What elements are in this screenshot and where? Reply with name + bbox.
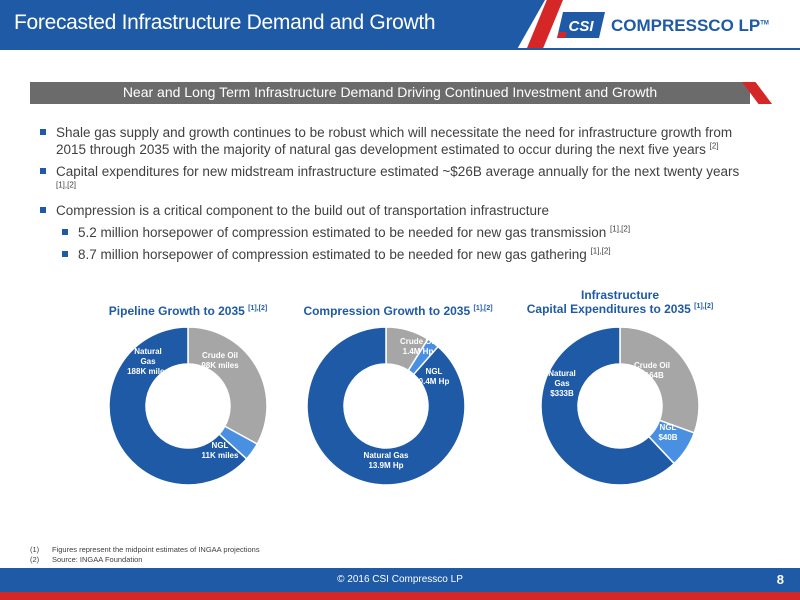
slice-label-natural-gas: Natural Gas 188K miles bbox=[127, 347, 169, 376]
bullet-item: Capital expenditures for new midstream i… bbox=[38, 163, 748, 197]
csi-logo-icon: CSI bbox=[557, 12, 605, 38]
chart-title-ref: [1],[2] bbox=[473, 305, 493, 312]
bullet-ref: [2] bbox=[709, 141, 719, 151]
slice-label-ngl: NGL 11K miles bbox=[202, 441, 239, 460]
slice-label-crude-oil: Crude Oil 98K miles bbox=[201, 351, 239, 370]
slice-label-crude-oil: Crude Oil $164B bbox=[634, 361, 670, 380]
capex-donut-chart: Crude Oil $164B NGL $40B Natural Gas $333B bbox=[540, 326, 700, 486]
footer-bar bbox=[0, 568, 800, 592]
bullet-text: Compression is a critical component to t… bbox=[56, 203, 549, 218]
bullet-ref: [1],[2] bbox=[56, 180, 77, 190]
bullet-ref: [1],[2] bbox=[590, 246, 611, 256]
slice-label-natural-gas: Natural Gas 13.9M Hp bbox=[364, 451, 409, 470]
bullet-text: 8.7 million horsepower of compression es… bbox=[78, 247, 587, 262]
footnotes: (1) Figures represent the midpoint estima… bbox=[30, 545, 260, 565]
header: Forecasted Infrastructure Demand and Gro… bbox=[0, 0, 800, 48]
chart-title-capex: Infrastructure Capital Expenditures to 2… bbox=[510, 288, 730, 316]
compression-donut-chart: Crude Oil 1.4M Hp NGL 0.4M Hp Natural Gas 13.… bbox=[306, 326, 466, 486]
chart-title-ref: [1],[2] bbox=[248, 305, 268, 312]
donut-slice-natural-gas bbox=[108, 326, 248, 486]
subtitle: Near and Long Term Infrastructure Demand… bbox=[122, 84, 658, 100]
bullet-list: Shale gas supply and growth continues to… bbox=[38, 124, 748, 268]
chart-title-text: Compression Growth to 2035 bbox=[303, 304, 471, 318]
chart-title-line2: Capital Expenditures to 2035 bbox=[526, 302, 691, 316]
footer-accent bbox=[0, 592, 800, 600]
bullet-item: Compression is a critical component to t… bbox=[38, 202, 748, 219]
footnote-text: Source: INGAA Foundation bbox=[52, 555, 143, 564]
header-rule bbox=[0, 48, 800, 50]
chart-title-pipeline: Pipeline Growth to 2035 [1],[2] bbox=[88, 304, 288, 318]
pipeline-donut-chart: Crude Oil 98K miles NGL 11K miles Natural Gas… bbox=[108, 326, 268, 486]
copyright: © 2016 CSI Compressco LP bbox=[337, 574, 463, 585]
logo-text: COMPRESSCO LPTM bbox=[611, 16, 769, 36]
slice-label-crude-oil: Crude Oil 1.4M Hp bbox=[400, 337, 436, 356]
donut-slice-crude-oil bbox=[619, 326, 700, 434]
logo-name: COMPRESSCO LP bbox=[611, 16, 761, 35]
footnote-num: (2) bbox=[30, 555, 40, 564]
slice-label-natural-gas: Natural Gas $333B bbox=[548, 369, 576, 398]
company-logo: CSI COMPRESSCO LPTM bbox=[555, 10, 795, 42]
chart-title-line2-wrap: Capital Expenditures to 2035 [1],[2] bbox=[510, 302, 730, 316]
footnote: (2) Source: INGAA Foundation bbox=[30, 555, 260, 565]
logo-badge-text: CSI bbox=[568, 18, 594, 35]
logo-trademark: TM bbox=[760, 20, 769, 27]
title-bar bbox=[0, 0, 545, 48]
chart-title-line1: Infrastructure bbox=[580, 288, 660, 302]
slice-label-ngl: NGL $40B bbox=[658, 423, 677, 442]
slice-label-ngl: NGL 0.4M Hp bbox=[419, 367, 450, 386]
page-number: 8 bbox=[776, 572, 784, 587]
sub-bullet-item: 5.2 million horsepower of compression es… bbox=[60, 224, 748, 241]
sub-bullet-item: 8.7 million horsepower of compression es… bbox=[60, 246, 748, 263]
chart-title-ref: [1],[2] bbox=[694, 303, 714, 310]
page-title: Forecasted Infrastructure Demand and Gro… bbox=[14, 11, 436, 34]
bullet-text: Shale gas supply and growth continues to… bbox=[56, 125, 733, 157]
bullet-item: Shale gas supply and growth continues to… bbox=[38, 124, 748, 158]
donut-slice-natural-gas bbox=[540, 326, 676, 486]
donut-slice-natural-gas bbox=[306, 326, 466, 486]
subtitle-bar bbox=[30, 82, 750, 104]
footnote-num: (1) bbox=[30, 545, 40, 554]
bullet-text: 5.2 million horsepower of compression es… bbox=[78, 225, 607, 240]
donut-slice-crude-oil bbox=[187, 326, 268, 446]
footnote: (1) Figures represent the midpoint estima… bbox=[30, 545, 260, 555]
chart-title-text: Pipeline Growth to 2035 bbox=[108, 304, 245, 318]
bullet-ref: [1],[2] bbox=[610, 224, 631, 234]
chart-title-compression: Compression Growth to 2035 [1],[2] bbox=[288, 304, 508, 318]
bullet-text: Capital expenditures for new midstream i… bbox=[56, 164, 740, 179]
footnote-text: Figures represent the midpoint estimates… bbox=[52, 545, 260, 554]
